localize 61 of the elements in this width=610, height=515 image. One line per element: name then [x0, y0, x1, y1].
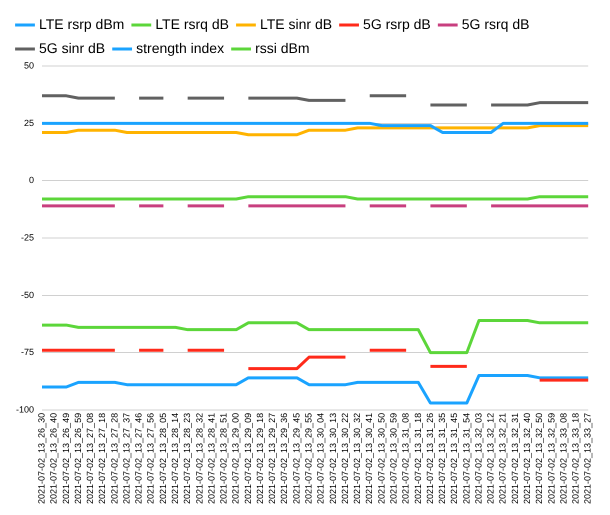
- x-tick-label: 2021-07-02_13_27_56: [146, 412, 156, 504]
- x-tick-label: 2021-07-02_13_27_37: [121, 412, 132, 504]
- x-tick-label: 2021-07-02_13_30_50: [376, 412, 386, 504]
- x-tick-label: 2021-07-02_13_31_08: [400, 412, 411, 504]
- x-tick-label: 2021-07-02_13_30_32: [352, 412, 362, 504]
- y-tick-label: -50: [21, 290, 34, 300]
- x-tick-label: 2021-07-02_13_29_36: [279, 412, 290, 504]
- x-tick-label: 2021-07-02_13_29_09: [242, 412, 253, 504]
- legend-label: 5G rsrq dB: [462, 16, 530, 32]
- x-tick-label: 2021-07-02_13_31_45: [449, 412, 460, 504]
- x-tick-label: 2021-07-02_13_27_18: [97, 412, 108, 504]
- x-tick-label: 2021-07-02_13_30_22: [340, 412, 350, 504]
- y-tick-label: 25: [24, 118, 34, 128]
- x-tick-label: 2021-07-02_13_29_27: [267, 412, 278, 504]
- x-tick-label: 2021-07-02_13_28_23: [182, 412, 192, 504]
- x-tick-label: 2021-07-02_13_29_00: [230, 412, 241, 504]
- x-tick-label: 2021-07-02_13_30_13: [328, 412, 338, 504]
- legend-label: LTE sinr dB: [260, 16, 332, 32]
- x-tick-label: 2021-07-02_13_33_08: [558, 412, 568, 504]
- x-tick-label: 2021-07-02_13_32_12: [486, 412, 496, 504]
- x-tick-label: 2021-07-02_13_30_04: [316, 412, 326, 504]
- legend-label: strength index: [136, 40, 224, 56]
- x-tick-label: 2021-07-02_13_32_50: [534, 412, 544, 504]
- x-tick-label: 2021-07-02_13_26_59: [72, 412, 83, 504]
- x-tick-label: 2021-07-02_13_30_59: [388, 412, 398, 504]
- x-tick-label: 2021-07-02_13_28_14: [170, 412, 180, 504]
- y-tick-label: -100: [16, 404, 34, 414]
- legend-label: LTE rsrp dBm: [39, 16, 124, 32]
- x-tick-label: 2021-07-02_13_31_35: [437, 412, 448, 504]
- y-tick-label: -25: [21, 232, 34, 242]
- x-tick-label: 2021-07-02_13_28_41: [206, 412, 216, 504]
- x-tick-label: 2021-07-02_13_31_26: [424, 412, 435, 504]
- x-tick-label: 2021-07-02_13_31_18: [412, 412, 423, 504]
- x-tick-label: 2021-07-02_13_32_03: [473, 412, 484, 504]
- legend-label: 5G rsrp dB: [363, 16, 431, 32]
- y-tick-label: 50: [24, 60, 34, 70]
- x-tick-label: 2021-07-02_13_27_46: [134, 412, 144, 504]
- x-tick-label: 2021-07-02_13_31_54: [461, 412, 472, 504]
- x-tick-label: 2021-07-02_13_26_40: [48, 412, 59, 504]
- x-tick-label: 2021-07-02_13_30_41: [364, 412, 374, 504]
- x-tick-label: 2021-07-02_13_26_49: [60, 412, 71, 504]
- x-tick-label: 2021-07-02_13_32_31: [510, 412, 520, 504]
- x-tick-label: 2021-07-02_13_29_55: [304, 412, 314, 504]
- x-tick-label: 2021-07-02_13_29_45: [291, 412, 302, 504]
- y-tick-label: -75: [21, 347, 34, 358]
- x-tick-label: 2021-07-02_13_32_21: [498, 412, 508, 504]
- x-tick-label: 2021-07-02_13_32_40: [522, 412, 532, 504]
- x-tick-label: 2021-07-02_13_27_08: [85, 412, 96, 504]
- x-tick-label: 2021-07-02_13_28_51: [218, 412, 229, 504]
- x-tick-label: 2021-07-02_13_33_27: [582, 412, 593, 504]
- legend-label: rssi dBm: [255, 40, 310, 56]
- x-tick-label: 2021-07-02_13_28_32: [194, 412, 204, 504]
- legend-label: 5G sinr dB: [39, 40, 106, 56]
- x-tick-label: 2021-07-02_13_32_59: [546, 412, 556, 504]
- x-tick-label: 2021-07-02_13_28_05: [158, 412, 168, 504]
- x-tick-label: 2021-07-02_13_29_18: [254, 412, 265, 504]
- x-tick-label: 2021-07-02_13_27_28: [109, 412, 120, 504]
- x-tick-label: 2021-07-02_13_26_30: [36, 412, 46, 504]
- x-tick-label: 2021-07-02_13_33_18: [570, 412, 581, 504]
- y-tick-label: 0: [29, 175, 34, 186]
- legend-label: LTE rsrq dB: [155, 16, 229, 32]
